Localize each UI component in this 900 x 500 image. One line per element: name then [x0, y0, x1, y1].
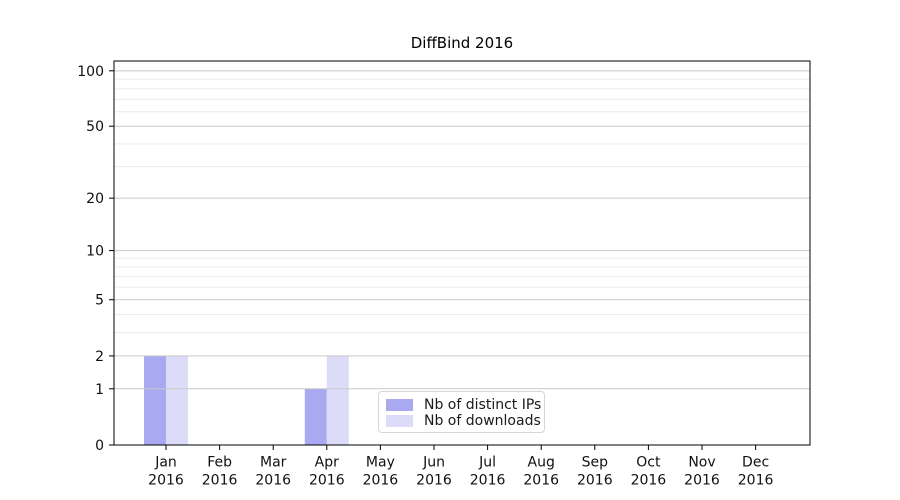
x-tick-label-month: Sep	[582, 455, 609, 471]
y-tick-label: 10	[86, 244, 104, 260]
legend: Nb of distinct IPs Nb of downloads	[378, 391, 545, 433]
x-tick-label-year: 2016	[577, 473, 613, 489]
y-tick-label: 5	[95, 293, 104, 309]
chart-title: DiffBind 2016	[410, 34, 514, 52]
legend-entry-distinct-ips: Nb of distinct IPs	[386, 397, 541, 413]
x-tick-label-year: 2016	[523, 473, 559, 489]
bar-distinct-ips-0	[144, 355, 166, 445]
x-tick-label-month: Jan	[154, 455, 177, 471]
x-tick-label-year: 2016	[684, 473, 720, 489]
legend-swatch-downloads	[386, 414, 413, 427]
x-tick-label-month: Oct	[636, 455, 661, 471]
y-tick-label: 0	[95, 438, 104, 454]
legend-entry-downloads: Nb of downloads	[386, 413, 541, 429]
bar-downloads-3	[326, 355, 349, 445]
x-tick-label-month: Feb	[207, 455, 232, 471]
x-tick-label-month: Mar	[260, 455, 287, 471]
y-tick-label: 20	[86, 191, 104, 207]
x-tick-label-year: 2016	[309, 473, 345, 489]
x-tick-label-year: 2016	[202, 473, 238, 489]
x-tick-label-month: Dec	[742, 455, 769, 471]
y-tick-label: 50	[86, 119, 104, 135]
y-tick-label: 1	[95, 382, 104, 398]
x-tick-label-year: 2016	[470, 473, 506, 489]
legend-label-distinct-ips: Nb of distinct IPs	[424, 396, 542, 413]
x-tick-label-year: 2016	[738, 473, 774, 489]
bar-distinct-ips-3	[304, 388, 327, 445]
x-tick-label-month: Jun	[422, 455, 445, 471]
x-tick-label-month: Aug	[528, 455, 555, 471]
x-tick-label-year: 2016	[255, 473, 291, 489]
x-tick-label-year: 2016	[631, 473, 667, 489]
y-tick-label: 100	[77, 64, 104, 80]
legend-label-downloads: Nb of downloads	[424, 412, 541, 429]
x-tick-label-month: Nov	[688, 455, 715, 471]
bar-downloads-0	[166, 355, 188, 445]
legend-swatch-distinct-ips	[386, 398, 413, 411]
x-tick-label-year: 2016	[416, 473, 452, 489]
x-tick-label-month: Apr	[315, 455, 339, 471]
y-tick-label: 2	[95, 349, 104, 365]
x-tick-label-month: May	[366, 455, 395, 471]
x-tick-label-year: 2016	[148, 473, 184, 489]
x-tick-label-month: Jul	[478, 455, 496, 471]
x-tick-label-year: 2016	[363, 473, 399, 489]
plot-border	[113, 60, 811, 446]
